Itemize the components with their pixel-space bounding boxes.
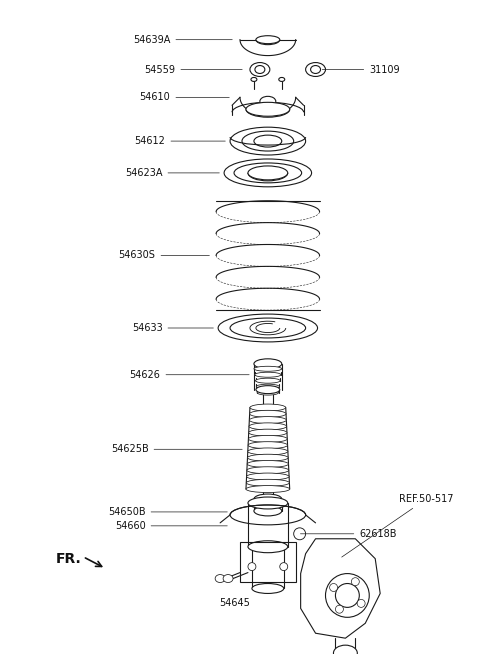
- Ellipse shape: [223, 575, 233, 583]
- Ellipse shape: [336, 605, 343, 613]
- Ellipse shape: [249, 436, 287, 442]
- Ellipse shape: [246, 480, 289, 486]
- Ellipse shape: [280, 563, 288, 571]
- Text: 54626: 54626: [130, 370, 249, 380]
- Text: 62618B: 62618B: [300, 529, 397, 539]
- Text: 54639A: 54639A: [133, 35, 232, 45]
- Ellipse shape: [218, 314, 318, 342]
- Ellipse shape: [248, 441, 288, 449]
- Ellipse shape: [357, 600, 365, 607]
- Ellipse shape: [255, 379, 280, 383]
- Text: 54612: 54612: [134, 136, 225, 146]
- Ellipse shape: [330, 584, 337, 592]
- Text: 31109: 31109: [322, 64, 400, 75]
- Ellipse shape: [247, 461, 288, 468]
- Ellipse shape: [279, 77, 285, 81]
- Ellipse shape: [230, 318, 306, 338]
- Ellipse shape: [256, 386, 280, 394]
- Text: 54650B: 54650B: [108, 507, 227, 517]
- Ellipse shape: [334, 645, 357, 656]
- Ellipse shape: [254, 135, 282, 147]
- Ellipse shape: [247, 473, 289, 480]
- Ellipse shape: [249, 423, 287, 430]
- Ellipse shape: [234, 163, 301, 183]
- Ellipse shape: [250, 62, 270, 77]
- Ellipse shape: [254, 506, 282, 516]
- Ellipse shape: [254, 359, 282, 369]
- Text: REF.50-517: REF.50-517: [342, 494, 454, 557]
- Ellipse shape: [249, 429, 287, 436]
- Ellipse shape: [257, 390, 278, 395]
- Text: 54559: 54559: [144, 64, 242, 75]
- Text: 54623A: 54623A: [125, 168, 219, 178]
- Ellipse shape: [250, 404, 286, 411]
- Ellipse shape: [252, 584, 284, 594]
- Text: 54625B: 54625B: [111, 444, 242, 455]
- Ellipse shape: [246, 102, 290, 116]
- Ellipse shape: [254, 494, 282, 504]
- Ellipse shape: [246, 485, 290, 493]
- Ellipse shape: [248, 454, 288, 461]
- Text: 54645: 54645: [219, 598, 251, 608]
- Text: 54630S: 54630S: [119, 251, 209, 260]
- Ellipse shape: [306, 62, 325, 77]
- Text: 54660: 54660: [115, 521, 227, 531]
- Ellipse shape: [248, 448, 288, 455]
- Ellipse shape: [254, 366, 282, 371]
- Ellipse shape: [255, 372, 281, 377]
- Ellipse shape: [242, 131, 294, 151]
- Ellipse shape: [256, 35, 280, 44]
- Ellipse shape: [230, 127, 306, 155]
- Ellipse shape: [215, 575, 225, 583]
- Ellipse shape: [249, 417, 287, 424]
- Ellipse shape: [250, 411, 286, 417]
- Bar: [240, 542, 296, 581]
- Ellipse shape: [336, 584, 360, 607]
- Ellipse shape: [351, 578, 360, 586]
- Ellipse shape: [251, 77, 257, 81]
- Ellipse shape: [311, 66, 321, 73]
- Ellipse shape: [247, 467, 289, 474]
- Text: 54633: 54633: [132, 323, 214, 333]
- Ellipse shape: [224, 159, 312, 187]
- Ellipse shape: [260, 96, 276, 106]
- Text: FR.: FR.: [56, 552, 82, 565]
- Ellipse shape: [325, 573, 369, 617]
- Ellipse shape: [248, 497, 288, 509]
- Ellipse shape: [248, 563, 256, 571]
- Text: 54610: 54610: [140, 92, 229, 102]
- Ellipse shape: [248, 541, 288, 553]
- Ellipse shape: [248, 166, 288, 180]
- Ellipse shape: [255, 66, 265, 73]
- Ellipse shape: [256, 384, 279, 389]
- Ellipse shape: [294, 528, 306, 540]
